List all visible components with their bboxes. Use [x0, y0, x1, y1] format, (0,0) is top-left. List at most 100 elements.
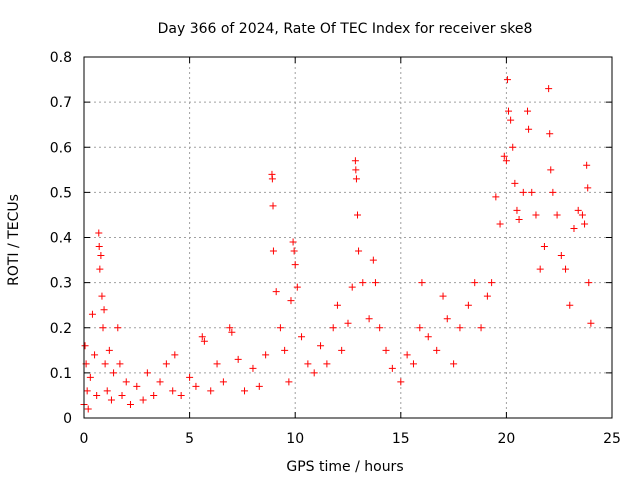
data-point — [95, 243, 103, 251]
data-point — [382, 346, 390, 354]
data-point — [450, 360, 458, 368]
data-point — [192, 382, 200, 390]
data-point — [171, 351, 179, 359]
data-point — [91, 351, 99, 359]
data-point — [492, 193, 500, 201]
x-tick-label: 5 — [185, 431, 194, 447]
data-point — [505, 107, 513, 115]
data-point — [587, 319, 595, 327]
data-point — [388, 364, 396, 372]
y-tick-label: 0.4 — [50, 231, 72, 247]
data-point — [371, 279, 379, 287]
data-point — [585, 279, 593, 287]
data-point — [570, 224, 578, 232]
y-tick-label: 0.1 — [50, 366, 72, 382]
data-point — [443, 315, 451, 323]
data-point — [403, 351, 411, 359]
data-point — [528, 188, 536, 196]
data-point — [269, 247, 277, 255]
data-point — [139, 396, 147, 404]
data-point — [88, 310, 96, 318]
data-point — [304, 360, 312, 368]
data-point — [503, 76, 511, 84]
data-point — [213, 360, 221, 368]
x-tick-label: 15 — [392, 431, 410, 447]
x-axis-label: GPS time / hours — [286, 459, 403, 475]
data-point — [439, 292, 447, 300]
data-point — [566, 301, 574, 309]
data-point — [226, 324, 234, 332]
data-point — [333, 301, 341, 309]
data-point — [355, 247, 363, 255]
y-tick-label: 0.8 — [50, 50, 72, 66]
x-tick-labels: 0 5 10 15 20 25 — [80, 431, 621, 447]
data-point — [584, 184, 592, 192]
y-tick-labels: 0 0.1 0.2 0.3 0.4 0.5 0.6 0.7 0.8 — [50, 50, 72, 427]
data-point — [574, 206, 582, 214]
data-point — [354, 211, 362, 219]
data-point — [234, 355, 242, 363]
axis-ticks — [83, 56, 613, 419]
data-point — [101, 360, 109, 368]
data-point — [409, 360, 417, 368]
x-tick-label: 0 — [80, 431, 89, 447]
data-point — [397, 378, 405, 386]
data-point — [281, 346, 289, 354]
data-point — [110, 369, 118, 377]
data-point — [86, 373, 94, 381]
data-point — [549, 188, 557, 196]
data-point — [338, 346, 346, 354]
data-point — [262, 351, 270, 359]
data-point — [285, 378, 293, 386]
data-point — [255, 382, 263, 390]
data-point — [150, 391, 158, 399]
data-point — [81, 342, 89, 350]
data-point — [272, 288, 280, 296]
data-point — [291, 261, 299, 269]
data-point — [276, 324, 284, 332]
data-point — [103, 387, 111, 395]
data-point — [116, 360, 124, 368]
data-points — [80, 76, 595, 413]
data-point — [359, 279, 367, 287]
data-point — [348, 283, 356, 291]
data-point — [269, 202, 277, 210]
data-point — [483, 292, 491, 300]
data-point — [298, 333, 306, 341]
data-point — [95, 229, 103, 237]
data-point — [511, 179, 519, 187]
chart-title: Day 366 of 2024, Rate Of TEC Index for r… — [158, 21, 533, 37]
data-point — [83, 387, 91, 395]
data-point — [525, 125, 533, 133]
data-point — [186, 373, 194, 381]
data-point — [287, 297, 295, 305]
data-point — [289, 238, 297, 246]
y-axis-label: ROTI / TECUs — [6, 194, 22, 286]
data-point — [143, 369, 151, 377]
data-point — [310, 369, 318, 377]
data-point — [241, 387, 249, 395]
data-point — [162, 360, 170, 368]
data-point — [562, 265, 570, 273]
data-point — [100, 306, 108, 314]
data-point — [156, 378, 164, 386]
data-point — [98, 292, 106, 300]
data-point — [351, 157, 359, 165]
data-point — [546, 130, 554, 138]
data-point — [433, 346, 441, 354]
data-point — [290, 247, 298, 255]
data-point — [557, 252, 565, 260]
x-tick-label: 20 — [497, 431, 515, 447]
data-point — [323, 360, 331, 368]
y-tick-label: 0.7 — [50, 95, 72, 111]
data-point — [105, 346, 113, 354]
data-point — [126, 400, 134, 408]
data-point — [344, 319, 352, 327]
data-point — [177, 391, 185, 399]
data-point — [99, 324, 107, 332]
data-point — [547, 166, 555, 174]
data-point — [540, 243, 548, 251]
data-point — [84, 405, 92, 413]
data-point — [107, 396, 115, 404]
data-point — [507, 116, 515, 124]
